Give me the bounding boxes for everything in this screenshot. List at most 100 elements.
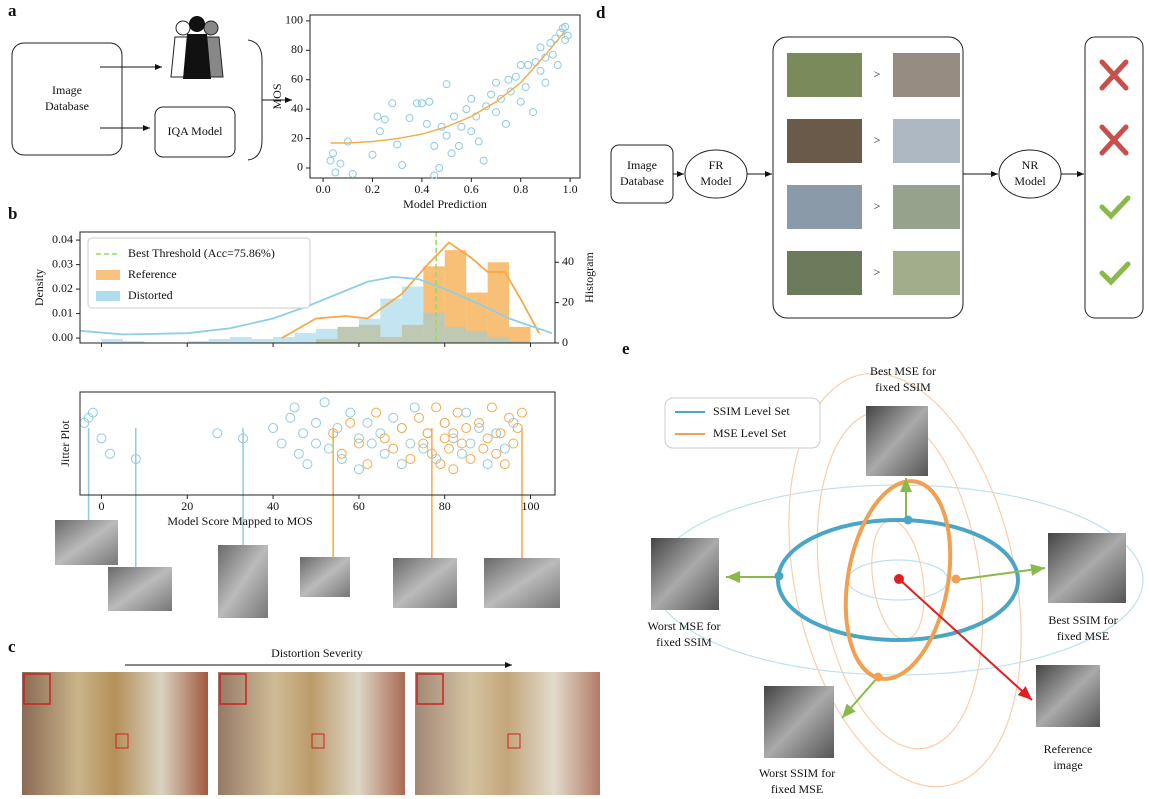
level-sets [652, 372, 1144, 788]
jitter-point [302, 459, 313, 470]
jitter-point [238, 433, 249, 444]
e-label: Worst MSE for [647, 619, 720, 633]
panel-label: a [8, 1, 17, 20]
jitter-point [379, 448, 390, 459]
point [388, 99, 397, 108]
point [546, 38, 555, 47]
point [524, 61, 533, 70]
jitter-point [439, 417, 450, 428]
jitter-point [508, 438, 519, 449]
jitter-point [504, 412, 515, 423]
jitter-point [426, 448, 437, 459]
point [336, 159, 345, 168]
nr-model-label: NR [1022, 158, 1039, 172]
point [516, 61, 525, 70]
point [328, 149, 337, 158]
jitter-point [366, 438, 377, 449]
example-image [300, 557, 350, 597]
jitter-point [379, 433, 390, 444]
jitter-point [130, 453, 141, 464]
comparison-sign: > [874, 133, 881, 147]
jitter-point [431, 402, 442, 413]
hist-bar [251, 338, 274, 343]
y-tick-label: 0.04 [52, 232, 73, 246]
pair-image [893, 119, 960, 163]
y-tick-label: 0.03 [52, 256, 73, 270]
point [553, 61, 562, 70]
legend-label: Distorted [128, 288, 173, 302]
jitter-point [474, 423, 485, 434]
jitter-point [456, 438, 467, 449]
point [422, 119, 431, 128]
jitter-point [310, 438, 321, 449]
hist-bar [509, 326, 531, 343]
hist-bar [401, 286, 424, 343]
panel-label: c [8, 637, 16, 656]
comparison-sign: > [874, 265, 881, 279]
fit-curve [330, 30, 566, 144]
hist-bar [187, 340, 209, 343]
point [368, 150, 377, 159]
y-axis-label: MOS [270, 83, 284, 109]
database-label: Database [45, 99, 89, 113]
jitter-point [310, 417, 321, 428]
point [504, 75, 513, 84]
database-box [11, 42, 123, 156]
legend-swatch [96, 270, 120, 280]
iqa-model-box [154, 106, 236, 158]
jitter-point [328, 428, 339, 439]
pair-image [787, 185, 862, 229]
jitter-point [405, 453, 416, 464]
verdict-box [1084, 36, 1144, 319]
point [501, 119, 510, 128]
jitter-point [409, 402, 420, 413]
jitter-point [388, 443, 399, 454]
plot-frame [79, 391, 556, 496]
y-tick-label: 0.01 [52, 305, 73, 319]
jitter-point [353, 464, 364, 475]
point [417, 99, 426, 108]
e-label: Reference [1044, 742, 1093, 756]
legend-label: MSE Level Set [713, 426, 787, 440]
legend: SSIM Level Set MSE Level Set [675, 404, 790, 440]
plot-frame [79, 231, 556, 344]
jitter-point [353, 438, 364, 449]
hist-bar [273, 336, 295, 343]
people-icon [170, 16, 224, 79]
pairs-box [772, 36, 964, 319]
point [511, 72, 520, 81]
point [548, 50, 557, 59]
point [536, 66, 545, 75]
jitter-point [336, 453, 347, 464]
jitter-point [499, 459, 510, 470]
jitter-point [323, 443, 334, 454]
plot-frame [309, 14, 581, 179]
pair-image [893, 53, 960, 97]
point [479, 156, 488, 165]
legend-box [664, 397, 821, 449]
database-label: Database [620, 174, 664, 188]
e-label: fixed SSIM [875, 380, 931, 394]
jitter-point [87, 407, 98, 418]
legend-label: Reference [128, 267, 177, 281]
point [561, 22, 570, 31]
x-tick-label: 0.8 [513, 182, 528, 196]
point [450, 112, 459, 121]
jitter-point [422, 428, 433, 439]
distorted-images [22, 672, 600, 795]
hist-bar [423, 312, 445, 343]
point [442, 80, 451, 89]
e-label: Worst SSIM for [759, 766, 835, 780]
point [496, 94, 505, 103]
point [380, 115, 389, 124]
y-tick-label: 20 [562, 294, 574, 308]
x-tick-label: 1.0 [563, 182, 578, 196]
verdict-icons [1099, 59, 1131, 286]
hist-bar [380, 298, 402, 343]
legend-label: Best Threshold (Acc=75.86%) [128, 246, 275, 260]
hist-bar [101, 338, 123, 343]
point [462, 105, 471, 114]
y-axis-label: Jitter Plot [58, 420, 72, 467]
point [529, 108, 538, 117]
